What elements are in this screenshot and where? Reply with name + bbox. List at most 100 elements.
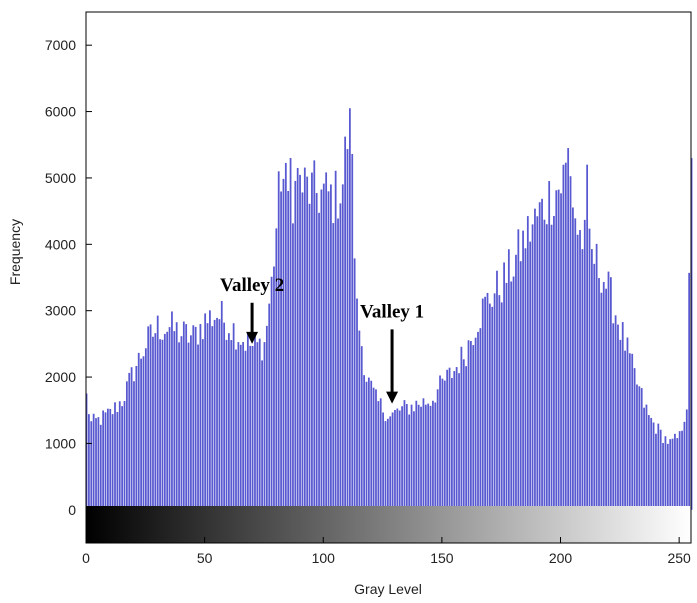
- histogram-bar: [258, 338, 261, 510]
- histogram-bar: [334, 170, 337, 510]
- histogram-bar: [128, 372, 131, 510]
- histogram-bar: [144, 348, 147, 510]
- y-tick-label: 7000: [45, 37, 76, 53]
- histogram-bar: [408, 414, 411, 510]
- histogram-bar: [123, 401, 126, 510]
- histogram-bar: [147, 326, 150, 510]
- histogram-bar: [111, 414, 114, 510]
- histogram-bar: [564, 162, 567, 510]
- histogram-bar: [458, 373, 460, 510]
- histogram-bar: [581, 249, 584, 510]
- histogram-bar: [650, 417, 653, 510]
- histogram-bar: [154, 333, 157, 510]
- histogram-bar: [609, 277, 612, 510]
- histogram-bar: [548, 181, 551, 510]
- histogram-bar: [405, 404, 408, 510]
- histogram-bar: [614, 315, 617, 510]
- histogram-bar: [657, 423, 660, 510]
- histogram-bar: [320, 189, 323, 510]
- histogram-bar: [192, 325, 195, 510]
- histogram-bar: [462, 359, 465, 510]
- histogram-bar: [287, 191, 290, 510]
- histogram-bar: [213, 319, 216, 510]
- histogram-bar: [621, 322, 624, 510]
- histogram-bars: [85, 108, 693, 510]
- histogram-bar: [379, 398, 382, 510]
- histogram-bar: [90, 421, 93, 510]
- histogram-bar: [206, 323, 209, 510]
- histogram-bar: [341, 184, 344, 510]
- histogram-bar: [313, 160, 316, 510]
- histogram-bar: [275, 228, 278, 510]
- histogram-bar: [375, 389, 377, 510]
- histogram-bar: [232, 323, 235, 510]
- histogram-bar: [512, 276, 515, 510]
- histogram-bar: [529, 241, 532, 510]
- histogram-bar: [99, 424, 102, 510]
- histogram-bar: [633, 368, 636, 510]
- histogram-bar: [394, 410, 396, 510]
- histogram-bar: [510, 281, 513, 510]
- histogram-bar: [194, 326, 197, 510]
- x-tick-label: 150: [430, 550, 454, 566]
- histogram-bar: [370, 380, 373, 510]
- histogram-bar: [586, 164, 589, 510]
- histogram-bar: [280, 191, 282, 510]
- histogram-bar: [178, 342, 180, 510]
- annotation-label: Valley 2: [220, 275, 284, 296]
- histogram-bar: [398, 410, 401, 510]
- histogram-bar: [572, 207, 574, 510]
- histogram-bar: [187, 342, 190, 510]
- histogram-bar: [356, 298, 358, 510]
- histogram-bar: [311, 172, 313, 510]
- histogram-bar: [322, 183, 325, 510]
- histogram-bar: [417, 404, 420, 510]
- annotation-arrow-head: [386, 391, 399, 404]
- histogram-bar: [662, 442, 664, 510]
- histogram-bar: [467, 340, 470, 510]
- plot-frame: [85, 11, 692, 544]
- histogram-bar: [149, 324, 152, 510]
- histogram-bar: [349, 108, 351, 510]
- histogram-bar: [491, 306, 494, 510]
- histogram-bar: [97, 417, 100, 510]
- histogram-bar: [470, 341, 472, 510]
- histogram-bar: [422, 398, 425, 510]
- y-axis-ticks: 0 1000 2000 3000 4000 5000 6000 7000: [45, 37, 92, 518]
- x-axis-ticks: 0 50 100 150 200 250: [82, 537, 691, 566]
- histogram-bar: [576, 234, 579, 510]
- histogram-bar: [391, 412, 394, 510]
- histogram-bar: [534, 208, 536, 510]
- histogram-bar: [218, 319, 221, 510]
- histogram-bar: [358, 330, 361, 510]
- histogram-bar: [318, 212, 320, 510]
- histogram-bar: [638, 386, 641, 510]
- histogram-bar: [664, 436, 667, 510]
- histogram-bar: [163, 333, 166, 510]
- histogram-bar: [107, 408, 109, 510]
- histogram-bar: [294, 180, 297, 510]
- histogram-bar: [85, 393, 88, 510]
- histogram-bar: [360, 346, 363, 510]
- histogram-bar: [363, 375, 365, 510]
- histogram-bar: [553, 216, 555, 510]
- histogram-bar: [451, 378, 453, 510]
- histogram-bar: [636, 384, 638, 510]
- histogram-bar: [465, 366, 468, 510]
- histogram-bar: [125, 381, 128, 510]
- histogram-bar: [152, 336, 154, 510]
- histogram-bar: [674, 433, 676, 510]
- histogram-bar: [95, 418, 97, 510]
- histogram-bar: [655, 433, 657, 510]
- histogram-bar: [441, 378, 444, 510]
- histogram-bar: [175, 322, 178, 510]
- histogram-bar: [645, 404, 648, 510]
- histogram-bar: [524, 248, 527, 510]
- histogram-bar: [503, 262, 505, 510]
- histogram-bar: [496, 270, 498, 510]
- histogram-bar: [306, 176, 309, 510]
- histogram-bar: [384, 421, 387, 510]
- histogram-bar: [671, 438, 674, 510]
- histogram-bar: [531, 224, 534, 510]
- histogram-bar: [372, 387, 375, 510]
